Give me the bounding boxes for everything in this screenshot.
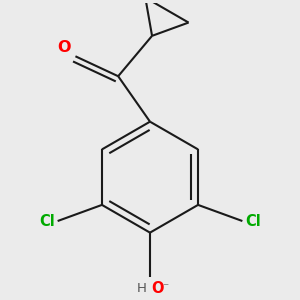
Text: O: O [152, 281, 164, 296]
Text: O: O [57, 40, 71, 55]
Text: ⁻: ⁻ [162, 281, 168, 294]
Text: Cl: Cl [39, 214, 55, 229]
Text: H: H [137, 282, 147, 295]
Text: Cl: Cl [245, 214, 261, 229]
